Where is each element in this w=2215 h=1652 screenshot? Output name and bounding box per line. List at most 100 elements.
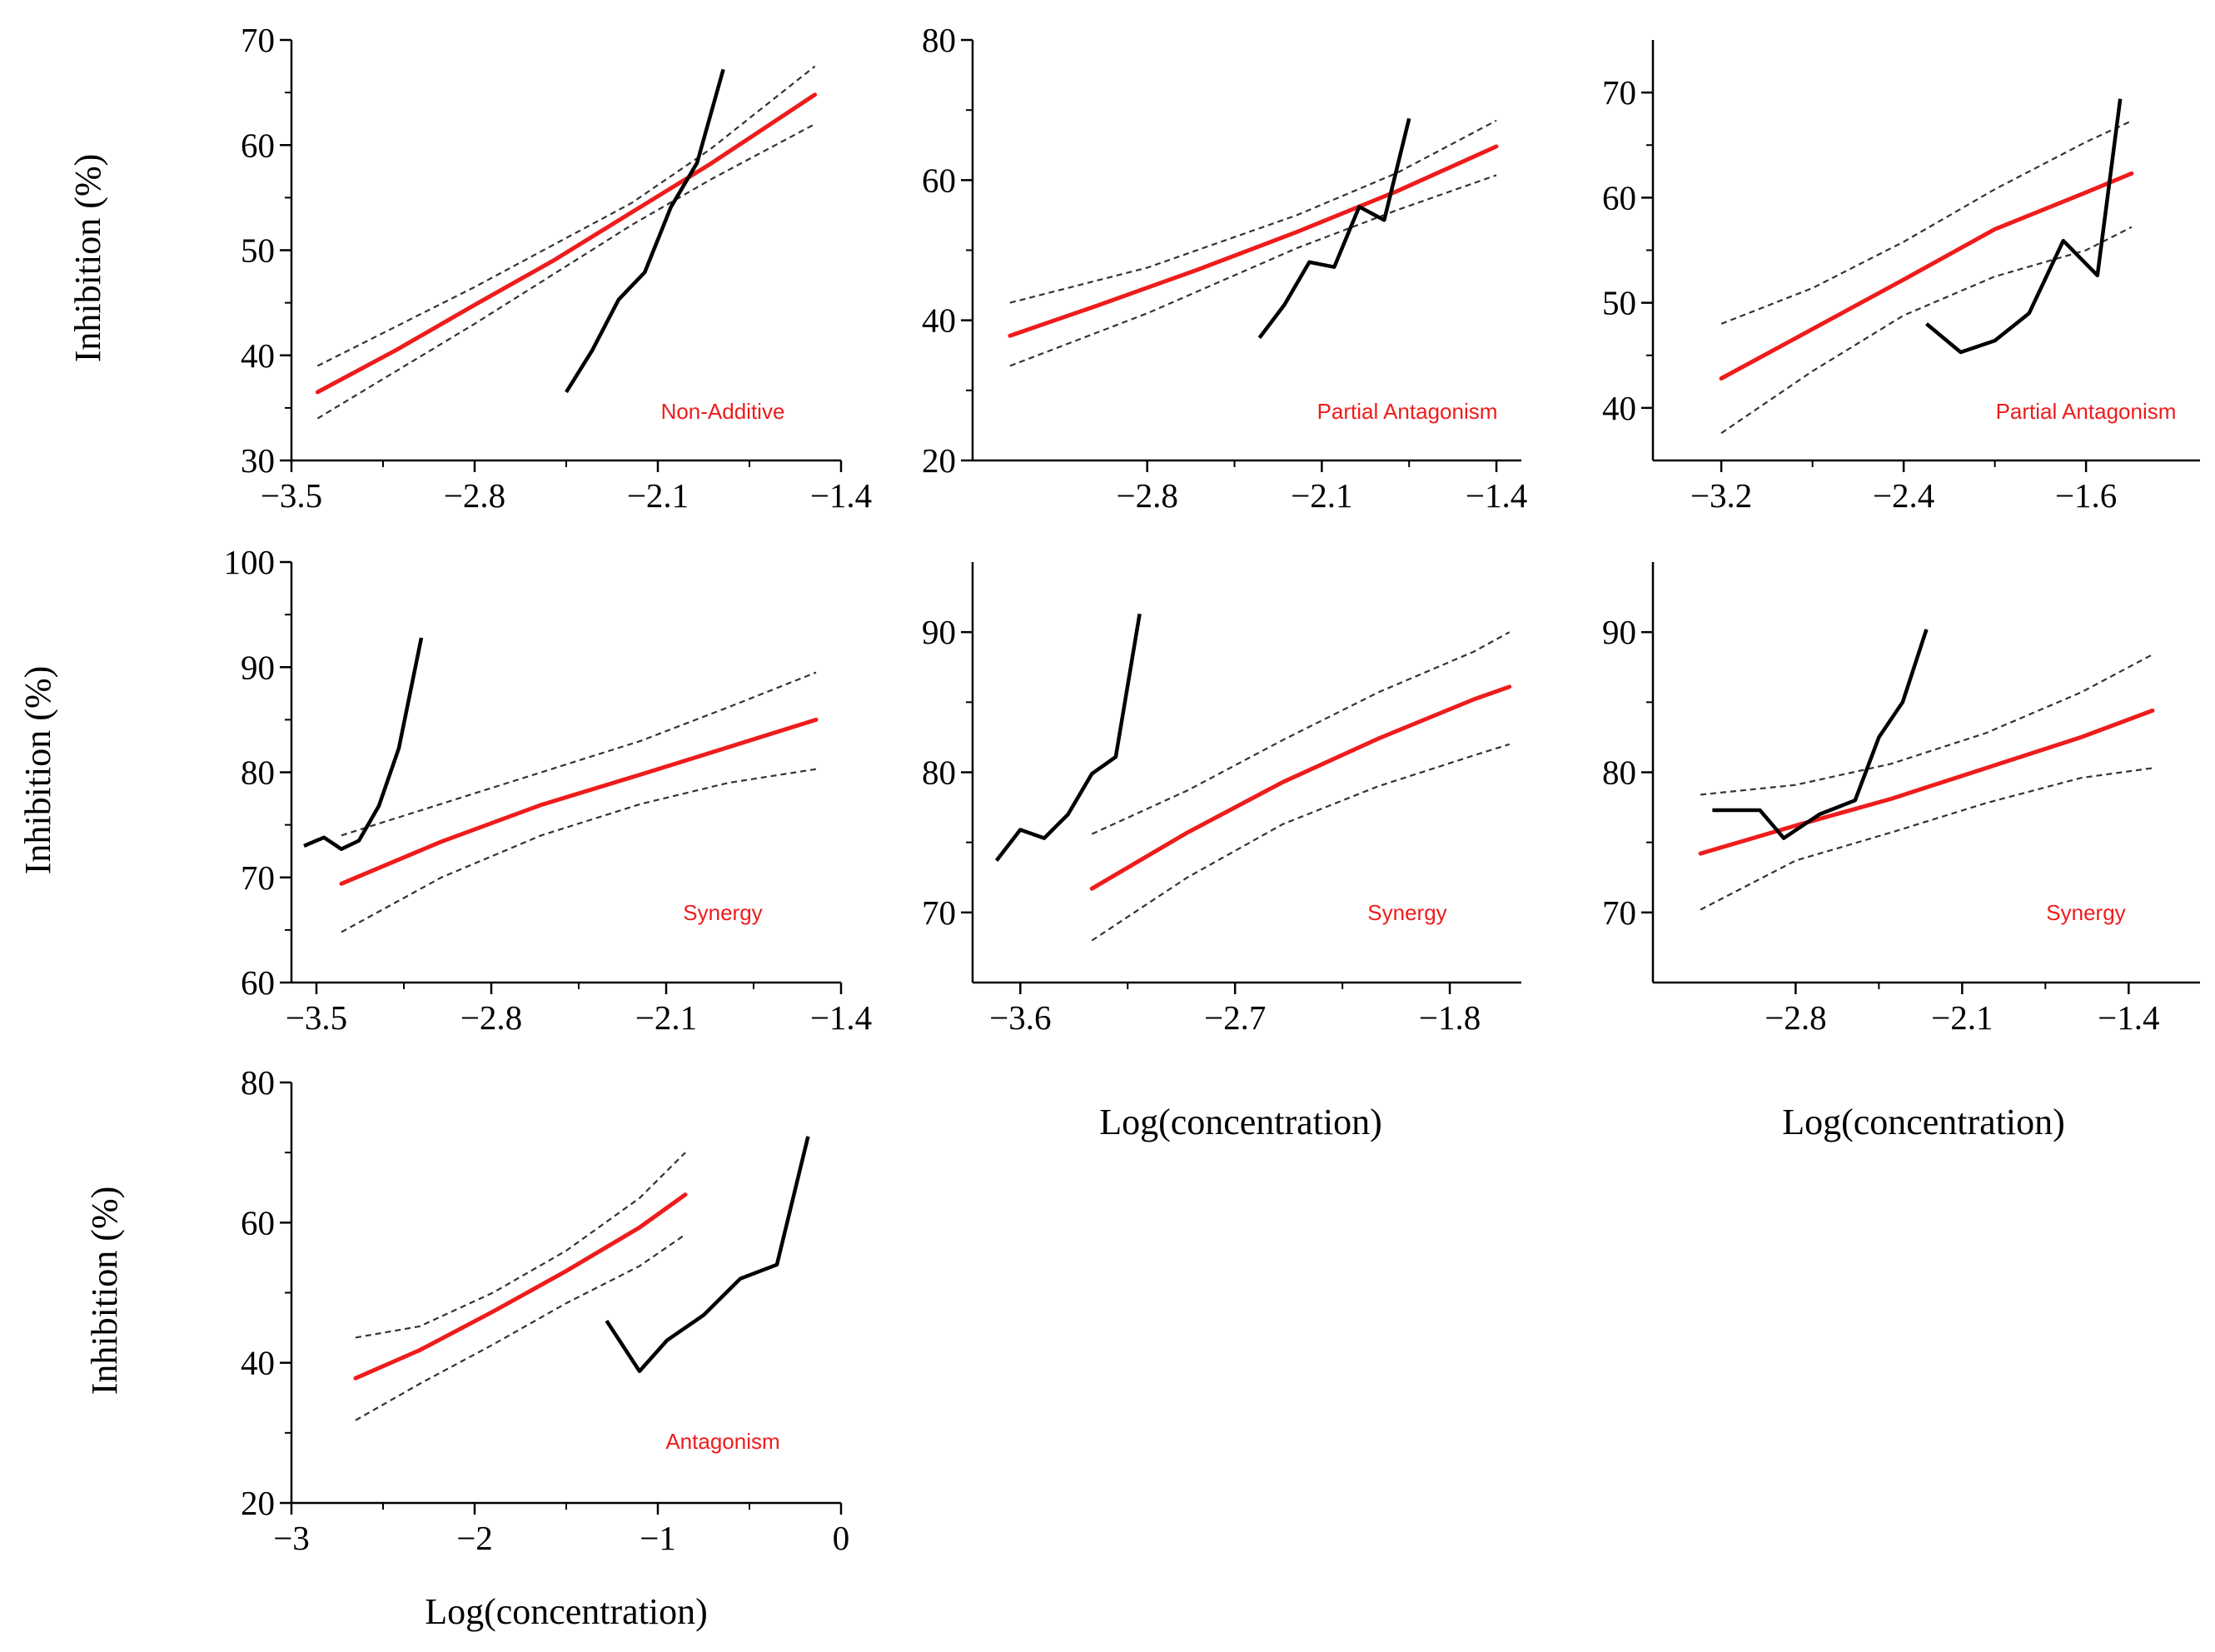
x-tick-label: −2.8: [1765, 998, 1826, 1037]
series-observed-line: [1257, 117, 1411, 340]
x-tick-label: −2.1: [1291, 476, 1352, 515]
series-fit-line: [1008, 144, 1499, 338]
panel-3: −3.2 −2.4 −1.6 40 50 60 70 Partial Antagonism: [1602, 40, 2200, 515]
x-tick-label: −2.1: [1931, 998, 1993, 1037]
y-tick-label: 30: [241, 441, 275, 480]
x-tick-label: −3.5: [261, 476, 322, 515]
x-tick-label: −2.4: [1873, 476, 1934, 515]
x-tick-label: −2.1: [635, 998, 697, 1037]
series-upper-line: [316, 65, 816, 367]
x-tick-label: −3.2: [1690, 476, 1752, 515]
y-tick-label: 60: [241, 963, 275, 1002]
series-fit-line: [1698, 708, 2155, 856]
series-observed-line: [1712, 629, 1929, 840]
y-tick-label: 20: [241, 1484, 275, 1522]
series-upper-line: [355, 1152, 686, 1339]
series-lower-line: [1720, 226, 2133, 435]
y-tick-label: 80: [241, 754, 275, 792]
x-tick-label: −1.4: [2098, 998, 2159, 1037]
x-tick-label: −2.7: [1204, 998, 1266, 1037]
series-observed-line: [1925, 98, 2123, 355]
panel-annotation: Synergy: [683, 900, 762, 925]
x-tick-label: 0: [833, 1519, 850, 1557]
series-lower-line: [1009, 174, 1497, 367]
panel-7: −3 −2 −1 0 20 40 60 80 Antagonism: [241, 1063, 849, 1557]
x-tick-label: −2.8: [444, 476, 505, 515]
series-observed-line: [994, 613, 1142, 862]
series-upper-line: [1091, 631, 1511, 835]
y-tick-label: 80: [241, 1063, 275, 1102]
y-tick-label: 80: [922, 754, 956, 792]
x-tick-label: −2.1: [627, 476, 689, 515]
x-axis-label-right: Log(concentration): [1782, 1102, 2065, 1142]
y-tick-label: 70: [1602, 73, 1636, 112]
y-tick-label: 60: [1602, 178, 1636, 216]
panel-annotation: Antagonism: [665, 1429, 779, 1454]
series-observed-line: [303, 637, 424, 851]
panel-annotation: Non-Additive: [661, 399, 785, 424]
panel-1: −3.5 −2.8 −2.1 −1.4 30 40 50 60 70 Non-Additive: [241, 21, 872, 515]
x-tick-label: −2.8: [1116, 476, 1177, 515]
y-tick-label: 90: [922, 613, 956, 651]
series-fit-line: [339, 717, 819, 886]
x-axis-label-bottom: Log(concentration): [425, 1591, 708, 1632]
y-tick-label: 80: [1602, 754, 1636, 792]
x-tick-label: −2: [456, 1519, 493, 1557]
y-tick-label: 60: [241, 126, 275, 164]
y-tick-label: 70: [1602, 893, 1636, 932]
panel-4: −3.5 −2.8 −2.1 −1.4 60 70 80 90 100 Synergy: [224, 543, 873, 1037]
y-tick-label: 80: [922, 21, 956, 59]
panel-2: −2.8 −2.1 −1.4 20 40 60 80 Partial Antagonism: [922, 21, 1527, 515]
x-tick-label: −2.8: [460, 998, 522, 1037]
x-tick-label: −3.5: [286, 998, 347, 1037]
x-axis-label-middle: Log(concentration): [1099, 1102, 1382, 1142]
y-tick-label: 50: [1602, 284, 1636, 322]
y-tick-label: 70: [241, 858, 275, 897]
y-tick-label: 60: [922, 161, 956, 199]
series-observed-line: [565, 68, 725, 394]
y-tick-label: 90: [1602, 613, 1636, 651]
series-lower-line: [341, 768, 817, 933]
x-tick-label: −1.4: [810, 476, 872, 515]
series-upper-line: [341, 671, 817, 837]
series-upper-line: [1700, 654, 2153, 796]
y-axis-label-row2: Inhibition (%): [17, 666, 58, 875]
series-fit-line: [353, 1192, 688, 1381]
y-tick-label: 60: [241, 1203, 275, 1241]
series-fit-line: [1089, 684, 1512, 891]
y-tick-label: 40: [922, 301, 956, 340]
y-tick-label: 70: [922, 893, 956, 932]
y-tick-label: 20: [922, 441, 956, 480]
x-tick-label: −1.8: [1419, 998, 1481, 1037]
x-tick-label: −3.6: [989, 998, 1051, 1037]
y-tick-label: 40: [241, 1344, 275, 1382]
x-tick-label: −3: [273, 1519, 310, 1557]
panel-annotation: Synergy: [2046, 900, 2125, 925]
panels: −3.5 −2.8 −2.1 −1.4 30 40 50 60 70 Non-Additive −2…: [224, 21, 2200, 1557]
x-tick-label: −1.6: [2055, 476, 2117, 515]
y-axis-label-row1: Inhibition (%): [67, 154, 108, 363]
panel-annotation: Partial Antagonism: [1996, 399, 2177, 424]
panel-6: −2.8 −2.1 −1.4 70 80 90 Synergy: [1602, 562, 2200, 1037]
series-upper-line: [1009, 119, 1497, 304]
panel-annotation: Partial Antagonism: [1317, 399, 1498, 424]
series-fit-line: [1719, 171, 2134, 381]
x-tick-label: −1: [640, 1519, 676, 1557]
y-tick-label: 90: [241, 648, 275, 686]
x-tick-label: −1.4: [1466, 476, 1527, 515]
y-tick-label: 40: [241, 336, 275, 375]
series-lower-line: [316, 123, 816, 420]
y-tick-label: 50: [241, 231, 275, 270]
series-lower-line: [1091, 743, 1511, 942]
y-tick-label: 70: [241, 21, 275, 59]
panel-annotation: Synergy: [1367, 900, 1446, 925]
series-lower-line: [355, 1233, 686, 1421]
y-tick-label: 100: [224, 543, 276, 581]
y-tick-label: 40: [1602, 389, 1636, 427]
panel-5: −3.6 −2.7 −1.8 70 80 90 Synergy: [922, 562, 1521, 1037]
series-observed-line: [605, 1136, 810, 1374]
series-upper-line: [1720, 120, 2133, 325]
y-axis-label-row3: Inhibition (%): [84, 1187, 125, 1396]
series-fit-line: [315, 92, 818, 395]
